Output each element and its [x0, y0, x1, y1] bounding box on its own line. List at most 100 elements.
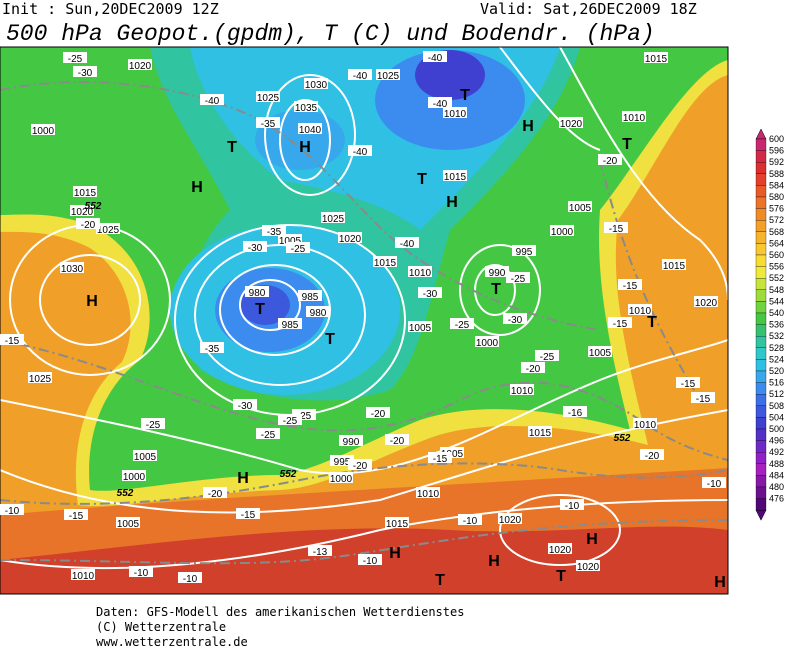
temperature-label: -40: [353, 71, 368, 82]
temperature-label-box: [348, 459, 372, 470]
temperature-label-box: [608, 317, 632, 328]
temperature-label: -10: [134, 568, 149, 579]
temperature-label-box: [503, 313, 527, 324]
colorbar-swatch: [755, 486, 767, 499]
temperature-label-box: [358, 554, 382, 565]
temperature-label: -10: [463, 516, 478, 527]
isobar-label-box: [304, 78, 328, 89]
temperature-label-box: [129, 566, 153, 577]
pressure-center: H: [586, 531, 598, 548]
temperature-label: -10: [5, 506, 20, 517]
pressure-center: T: [491, 281, 501, 298]
temperature-label-box: [640, 449, 664, 460]
temperature-label-box: [262, 225, 286, 236]
pressure-center: T: [622, 136, 632, 153]
isobar-label-box: [70, 205, 94, 216]
isobar-label-box: [510, 384, 534, 395]
colorbar-swatch: [755, 220, 767, 232]
temperature-label-box: [450, 318, 474, 329]
temperature-label-box: [203, 487, 227, 498]
colorbar-label: 564: [769, 238, 784, 248]
isobar-label: 1010: [634, 420, 657, 431]
temperature-label: -20: [645, 451, 660, 462]
pressure-center: H: [237, 470, 249, 487]
isobar-label: 1005: [117, 519, 140, 530]
temperature-label: -15: [241, 510, 256, 521]
colorbar-swatch: [755, 289, 767, 302]
isobar-label: 1015: [386, 519, 409, 530]
temperature-label-box: [76, 218, 100, 229]
isobar-label-box: [116, 517, 140, 528]
temperature-label: -15: [69, 511, 84, 522]
isobar-label: 1010: [417, 489, 440, 500]
isobar-label-box: [71, 569, 95, 580]
isobar-label-box: [339, 435, 363, 446]
colorbar-swatch: [755, 382, 767, 395]
temperature-label: -40: [400, 239, 415, 250]
isobar-label: 980: [249, 288, 266, 299]
colorbar-swatch: [755, 162, 767, 174]
isobar-label: 1030: [61, 264, 84, 275]
temperature-label: -30: [238, 401, 253, 412]
temperature-label-box: [243, 241, 267, 252]
temperature-label-box: [676, 377, 700, 388]
isobar-label: 1025: [97, 225, 120, 236]
colorbar-label: 516: [769, 378, 784, 388]
temperature-label: -10: [363, 556, 378, 567]
temperature-label: -40: [205, 96, 220, 107]
isobar-label-box: [694, 296, 718, 307]
isobar-label: 1010: [623, 113, 646, 124]
isobar-label-box: [559, 117, 583, 128]
temperature-label-box: [256, 117, 280, 128]
isobar-label: 990: [343, 437, 360, 448]
colorbar-swatch: [755, 475, 767, 488]
temperature-label-box: [604, 222, 628, 233]
temperature-label-box: [418, 287, 442, 298]
isobar-label: 1010: [511, 386, 534, 397]
temperature-label: -10: [707, 479, 722, 490]
colorbar-swatch: [755, 301, 767, 314]
temperature-label: -25: [540, 352, 555, 363]
colorbar-label: 588: [769, 169, 784, 179]
isobar-label: 995: [516, 247, 533, 258]
temperature-label: -25: [261, 430, 276, 441]
isobar-label-box: [376, 69, 400, 80]
isobar-label: 1005: [279, 236, 302, 247]
isobar-label: 1025: [322, 214, 345, 225]
isobar-label-box: [133, 450, 157, 461]
temperature-label: -15: [613, 319, 628, 330]
isobar-label: 1025: [257, 93, 280, 104]
isobar-label-box: [60, 262, 84, 273]
temperature-label-box: [385, 434, 409, 445]
isobar-label: 1015: [645, 54, 668, 65]
colorbar-label: 504: [769, 412, 784, 422]
isobar-label: 1010: [409, 268, 432, 279]
colorbar-label: 560: [769, 250, 784, 260]
isobar-label: 1025: [29, 374, 52, 385]
isobar-label: 1000: [476, 338, 499, 349]
isobar-label-box: [485, 266, 509, 277]
pressure-center: T: [556, 568, 566, 585]
isobar-label: 1025: [377, 71, 400, 82]
isobar-label: 1000: [551, 227, 574, 238]
colorbar-swatch: [755, 452, 767, 464]
isobar-label: 1020: [577, 562, 600, 573]
contour-552-label: 552: [614, 433, 631, 444]
isobar-label: 1005: [441, 449, 464, 460]
colorbar-swatch: [755, 138, 767, 151]
map-title: 500 hPa Geopot.(gpdm), T (C) und Bodendr…: [6, 21, 655, 47]
isobar-label-box: [256, 91, 280, 102]
temperature-label-box: [428, 452, 452, 463]
temperature-label: -20: [603, 156, 618, 167]
pressure-center: T: [325, 331, 335, 348]
colorbar-label: 484: [769, 470, 784, 480]
isobar-label-box: [662, 259, 686, 270]
colorbar-label: 528: [769, 343, 784, 353]
temperature-label: -20: [81, 220, 96, 231]
isobar-label: 1020: [71, 207, 94, 218]
isobar-label-box: [628, 304, 652, 315]
temperature-label-box: [395, 237, 419, 248]
temperature-label-box: [256, 428, 280, 439]
pressure-center: T: [227, 139, 237, 156]
temperature-label-box: [292, 409, 316, 420]
